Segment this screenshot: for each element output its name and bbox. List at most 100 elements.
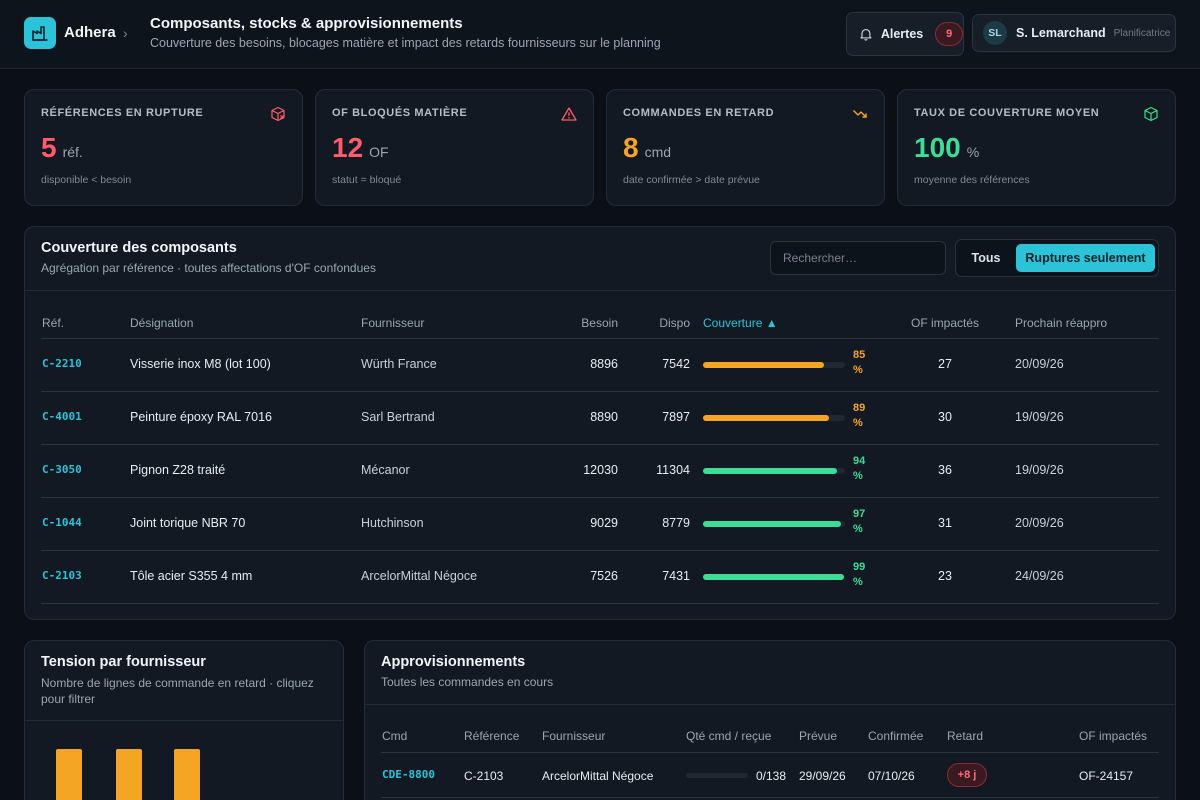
percent-sign: % [853,523,863,535]
kpi-value: 8 [623,132,639,163]
col-header-need[interactable]: Besoin [581,316,618,330]
next-supply-date: 19/09/26 [1015,463,1064,477]
of-count: 23 [938,569,952,583]
avail-qty: 8779 [662,516,690,530]
row-divider [381,797,1159,798]
order-planned-date: 29/09/26 [799,769,846,783]
supplier: Würth France [361,357,437,371]
kpi-card-coverage: TAUX DE COUVERTURE MOYEN 100% moyenne de… [897,89,1176,206]
page-subtitle: Couverture des besoins, blocages matière… [150,36,661,50]
delay-badge: +8 j [947,763,987,787]
ref-link[interactable]: C-3050 [42,463,82,476]
supplier-bar[interactable] [116,749,142,800]
ref-link[interactable]: C-2210 [42,357,82,370]
factory-icon [32,26,48,41]
ref-link[interactable]: C-1044 [42,516,82,529]
kpi-value-row: 12 OF [332,132,389,164]
filter-all-button[interactable]: Tous [971,251,1001,265]
col-header-delay[interactable]: Retard [947,729,984,743]
col-header-of[interactable]: OF impactés [911,316,980,330]
supplier: Sarl Bertrand [361,410,435,424]
avail-qty: 7897 [662,410,690,424]
kpi-value-row: 5 réf. [41,132,83,164]
col-header-avail[interactable]: Dispo [659,316,690,330]
alerts-count-badge: 9 [935,22,963,46]
percent-sign: % [853,470,863,482]
coverage-bar [703,362,845,368]
alerts-button[interactable]: Alertes 9 [846,12,964,56]
coverage-bar-fill [703,574,844,580]
order-qty: 0/138 [756,769,787,783]
col-header-of-impacted[interactable]: OF impactés [1079,729,1148,743]
col-header-supplier[interactable]: Fournisseur [361,316,425,330]
supplies-title: Approvisionnements [381,654,526,670]
col-header-supplier[interactable]: Fournisseur [542,729,606,743]
of-count: 31 [938,516,952,530]
coverage-bar [703,415,845,421]
col-header-qty[interactable]: Qté cmd / reçue [686,729,772,743]
supplier: Hutchinson [361,516,424,530]
next-supply-date: 19/09/26 [1015,410,1064,424]
kpi-card-late-orders: COMMANDES EN RETARD 8 cmd date confirmée … [606,89,885,206]
ref-link[interactable]: C-2103 [42,569,82,582]
cube-icon [1144,106,1158,122]
ref-link[interactable]: C-4001 [42,410,82,423]
row-divider [41,603,1159,604]
kpi-card-blocked: OF BLOQUÉS MATIÈRE 12 OF statut = bloqué [315,89,594,206]
top-bar: Adhera › Composants, stocks & approvisio… [0,0,1200,69]
coverage-bar [703,468,845,474]
col-header-planned[interactable]: Prévue [799,729,838,743]
avail-qty: 7431 [662,569,690,583]
kpi-unit: OF [369,144,389,160]
of-count: 27 [938,357,952,371]
coverage-bar-fill [703,362,824,368]
kpi-label: RÉFÉRENCES EN RUPTURE [41,107,204,119]
alerts-label: Alertes [880,27,924,41]
coverage-value: 89 [853,402,866,414]
percent-sign: % [853,364,863,376]
tension-title: Tension par fournisseur [41,654,206,670]
col-header-next-supply[interactable]: Prochain réappro [1015,316,1108,330]
kpi-value: 100 [914,132,961,163]
supplier-bar[interactable] [174,749,200,800]
panel-divider [25,720,343,721]
brand-name[interactable]: Adhera [64,24,116,41]
app-logo[interactable] [24,17,56,49]
supplies-subtitle: Toutes les commandes en cours [381,675,554,689]
kpi-card-ruptures: RÉFÉRENCES EN RUPTURE 5 réf. disponible <… [24,89,303,206]
col-header-cmd[interactable]: Cmd [382,729,408,743]
coverage-value: 85 [853,349,866,361]
kpi-value: 5 [41,132,57,163]
received-progress-bar [686,773,748,778]
user-name: S. Lemarchand [1016,26,1106,40]
coverage-percent: 97% [853,507,873,537]
order-confirmed-date: 07/10/26 [868,769,915,783]
trending-down-icon [853,110,867,118]
user-menu[interactable]: SL S. Lemarchand Planificatrice [972,14,1176,52]
row-divider [41,338,1159,339]
kpi-value-row: 8 cmd [623,132,671,164]
coverage-percent: 85% [853,348,873,378]
tension-subtitle: Nombre de lignes de commande en retard ·… [41,676,314,706]
order-id-link[interactable]: CDE-8800 [382,768,435,781]
order-supplier: ArcelorMittal Négoce [542,769,654,783]
avatar: SL [983,21,1007,45]
col-header-coverage-sorted[interactable]: Couverture ▲ [703,316,778,330]
coverage-percent: 94% [853,454,873,484]
col-header-reference[interactable]: Référence [464,729,520,743]
search-input[interactable] [770,241,946,275]
avail-qty: 7542 [662,357,690,371]
kpi-unit: % [966,144,980,160]
panel-divider [365,704,1175,705]
row-divider [41,550,1159,551]
bell-icon [860,28,872,41]
supplier-bar[interactable] [56,749,82,800]
next-supply-date: 24/09/26 [1015,569,1064,583]
filter-ruptures-button[interactable]: Ruptures seulement [1016,244,1155,272]
kpi-hint: statut = bloqué [332,174,402,186]
coverage-subtitle: Agrégation par référence · toutes affect… [41,261,376,275]
col-header-ref[interactable]: Réf. [42,316,65,330]
col-header-designation[interactable]: Désignation [130,316,194,330]
next-supply-date: 20/09/26 [1015,357,1064,371]
col-header-confirmed[interactable]: Confirmée [868,729,924,743]
